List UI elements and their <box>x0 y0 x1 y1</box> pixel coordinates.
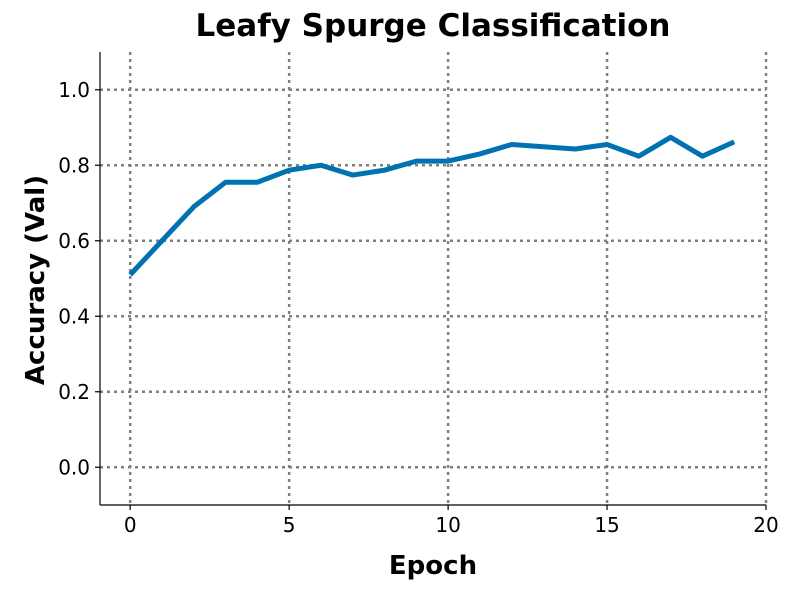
grid <box>100 52 766 505</box>
x-axis-label: Epoch <box>389 551 477 581</box>
y-tick-label: 0.8 <box>58 153 90 177</box>
series-line-0 <box>130 137 734 274</box>
y-tick-label: 0.2 <box>58 380 90 404</box>
y-tick-label: 1.0 <box>58 78 90 102</box>
x-tick-label: 15 <box>594 513 619 537</box>
x-tick-label: 20 <box>753 513 778 537</box>
chart-title: Leafy Spurge Classification <box>196 8 671 44</box>
series-layer <box>130 137 734 274</box>
x-tick-label: 0 <box>124 513 137 537</box>
y-tick-label: 0.0 <box>58 455 90 479</box>
spines <box>100 52 766 505</box>
y-tick-label: 0.4 <box>58 304 90 328</box>
x-tick-label: 10 <box>435 513 460 537</box>
ticks: 0 5 10 15 20 0.0 0.2 0.4 0.6 0.8 1.0 <box>58 78 779 537</box>
y-axis-label: Accuracy (Val) <box>21 175 51 385</box>
x-tick-label: 5 <box>283 513 296 537</box>
y-tick-label: 0.6 <box>58 229 90 253</box>
